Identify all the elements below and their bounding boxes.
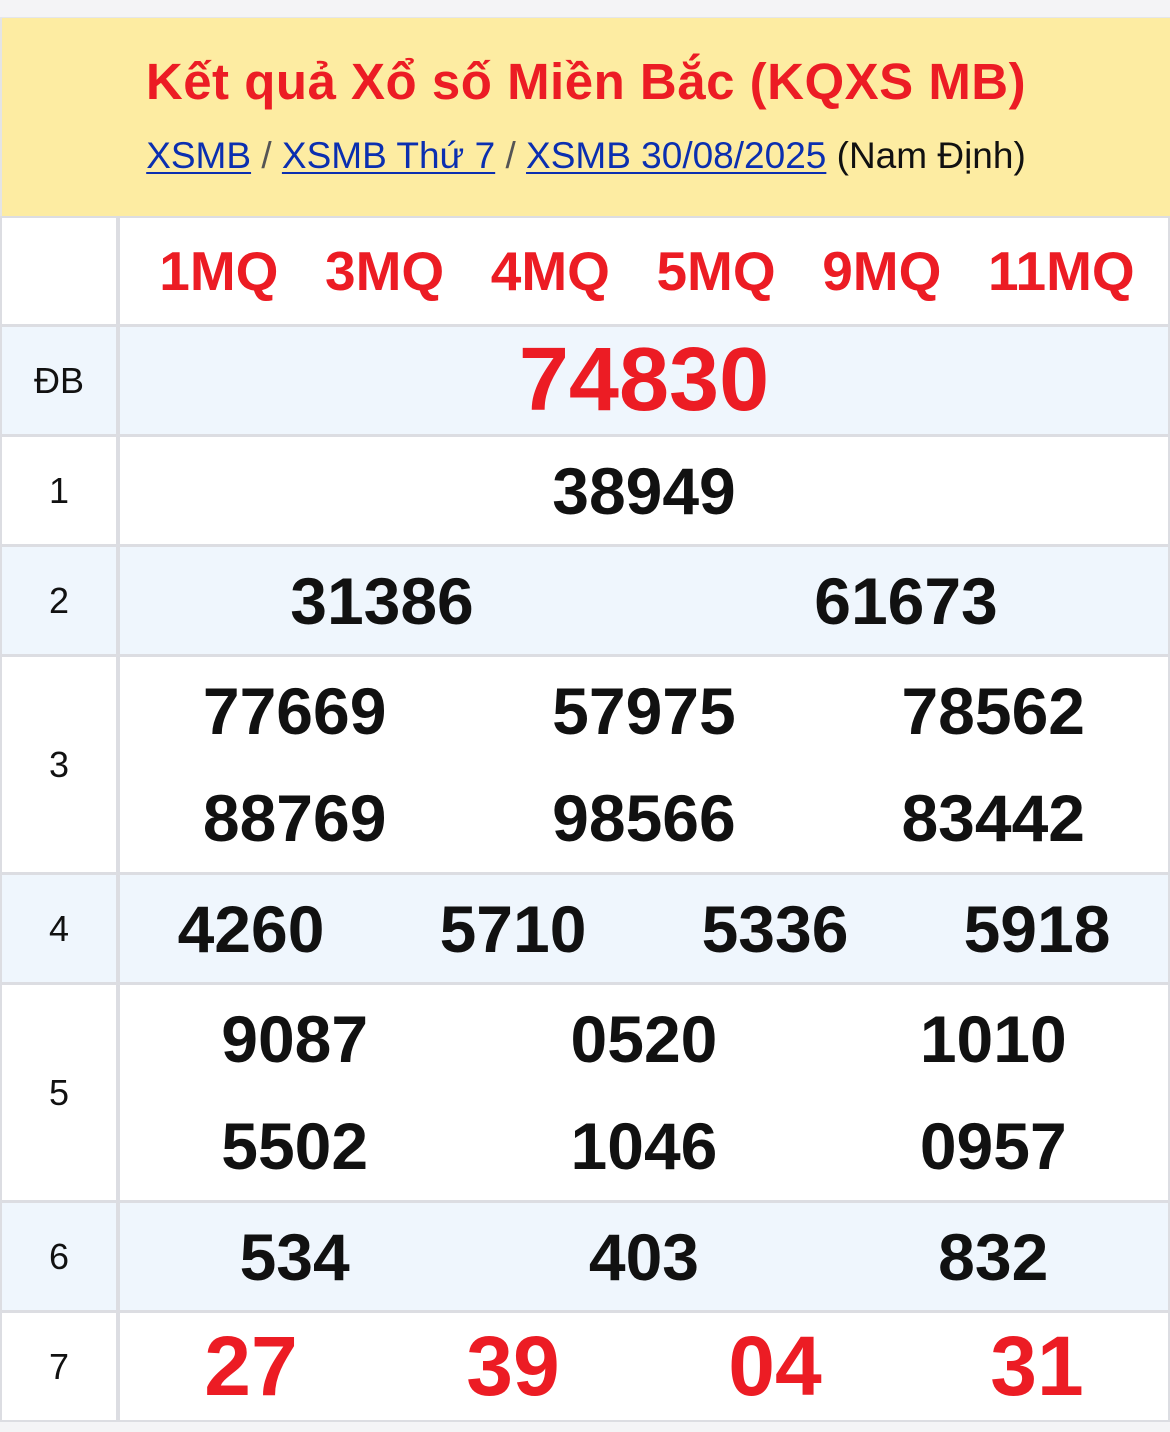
prize-number: 83442 <box>901 781 1085 856</box>
prize-row-7: 7 27 39 04 31 <box>2 1313 1168 1420</box>
prize-number: 31386 <box>290 563 474 638</box>
breadcrumb-xsmb-date[interactable]: XSMB 30/08/2025 <box>526 135 827 176</box>
prize-number: 88769 <box>202 781 387 856</box>
prize-number: 77669 <box>202 673 387 748</box>
prize-row-special: ĐB 74830 <box>2 327 1168 434</box>
prize-number: 04 <box>728 1319 822 1413</box>
prize-number: 5502 <box>221 1109 369 1184</box>
prize-number: 403 <box>588 1219 699 1294</box>
breadcrumb-separator: / <box>261 135 272 176</box>
page-title: Kết quả Xổ số Miền Bắc (KQXS MB) <box>145 53 1027 110</box>
prize-row-1: 1 38949 <box>2 437 1168 544</box>
results-table: 1MQ 3MQ 4MQ 5MQ 9MQ 11MQ ĐB 74830 1 3894… <box>0 216 1170 1422</box>
prize-number: 38949 <box>552 453 736 528</box>
prize-label: 4 <box>2 875 116 982</box>
draw-code: 5MQ <box>656 240 776 302</box>
prize-number: 5336 <box>701 891 849 966</box>
prize-row-2: 2 31386 61673 <box>2 547 1168 654</box>
prize-number: 1046 <box>570 1109 718 1184</box>
prize-number: 61673 <box>814 563 998 638</box>
empty-label-cell <box>2 218 116 324</box>
prize-number: 1010 <box>919 1001 1067 1076</box>
prize-number: 0520 <box>570 1001 718 1076</box>
draw-code: 11MQ <box>987 240 1135 302</box>
prize-number: 39 <box>466 1319 560 1413</box>
prize-label: 2 <box>2 547 116 654</box>
prize-label: ĐB <box>2 327 116 434</box>
province-label: (Nam Định) <box>836 135 1026 176</box>
codes-row: 1MQ 3MQ 4MQ 5MQ 9MQ 11MQ <box>2 218 1168 324</box>
prize-label: 5 <box>2 985 116 1200</box>
prize-number: 534 <box>239 1219 350 1294</box>
prize-label: 3 <box>2 657 116 872</box>
breadcrumb-xsmb-thu-7[interactable]: XSMB Thứ 7 <box>281 135 496 176</box>
prize-label: 7 <box>2 1313 116 1420</box>
prize-number: 832 <box>938 1219 1049 1294</box>
prize-number: 4260 <box>177 891 325 966</box>
special-prize-number: 74830 <box>518 330 770 430</box>
prize-row-3: 3 77669 57975 78562 88769 98566 83442 <box>2 657 1168 872</box>
draw-codes: 1MQ 3MQ 4MQ 5MQ 9MQ 11MQ <box>120 239 1168 303</box>
prize-number: 98566 <box>552 781 736 856</box>
breadcrumb-xsmb[interactable]: XSMB <box>146 135 252 176</box>
prize-number: 27 <box>204 1319 298 1413</box>
results-header: Kết quả Xổ số Miền Bắc (KQXS MB) XSMB / … <box>0 18 1170 216</box>
draw-code: 3MQ <box>325 240 445 302</box>
prize-number: 9087 <box>221 1001 369 1076</box>
draw-code: 9MQ <box>822 240 942 302</box>
prize-row-5: 5 9087 0520 1010 5502 1046 0957 <box>2 985 1168 1200</box>
prize-row-6: 6 534 403 832 <box>2 1203 1168 1310</box>
prize-number: 31 <box>990 1319 1084 1413</box>
draw-code: 4MQ <box>490 240 610 302</box>
breadcrumb: XSMB / XSMB Thứ 7 / XSMB 30/08/2025 (Nam… <box>2 135 1170 177</box>
prize-label: 1 <box>2 437 116 544</box>
prize-number: 78562 <box>901 673 1085 748</box>
prize-number: 5918 <box>963 891 1111 966</box>
draw-code: 1MQ <box>159 240 279 302</box>
prize-row-4: 4 4260 5710 5336 5918 <box>2 875 1168 982</box>
breadcrumb-separator: / <box>505 135 516 176</box>
prize-number: 5710 <box>439 891 587 966</box>
prize-number: 0957 <box>919 1109 1067 1184</box>
prize-label: 6 <box>2 1203 116 1310</box>
top-strip <box>0 0 1170 18</box>
prize-number: 57975 <box>552 673 736 748</box>
